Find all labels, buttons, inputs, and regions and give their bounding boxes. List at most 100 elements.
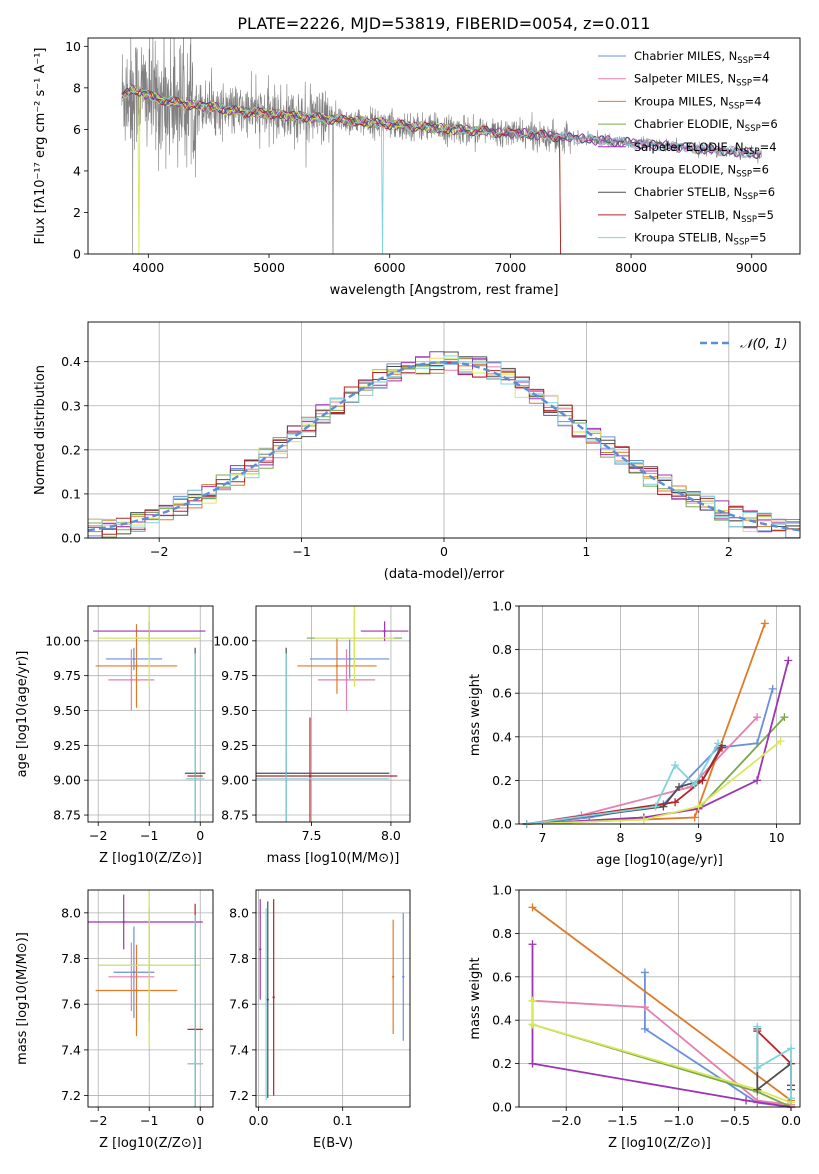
axes-residuals: −2 −1 0 1 2 0.0 0.1 0.2 0.3 0.4 (data-model)/error… <box>33 322 800 582</box>
plus-marker <box>671 798 680 807</box>
axes-frame <box>255 605 411 823</box>
legend-label: Kroupa STELIB, NSSP=5 <box>634 231 766 248</box>
x-axis-label: E(B-V) <box>313 1136 353 1151</box>
axes-frame <box>87 889 214 1108</box>
axes-frame <box>87 321 801 539</box>
x-tick-label: 0 <box>196 1113 204 1128</box>
y-tick-label: 10.00 <box>213 633 249 648</box>
y-tick-label: 7.8 <box>229 951 249 966</box>
y-tick-label: 4 <box>73 163 81 178</box>
y-axis-label: mass [log10(M/M⊙)] <box>15 932 30 1065</box>
data-point <box>132 971 136 974</box>
y-tick-label: 8.75 <box>53 808 81 823</box>
y-axis-label: Flux [fλ10⁻¹⁷ erg cm⁻² s⁻¹ A⁻¹] <box>33 48 48 245</box>
x-tick-label: 0.0 <box>781 1113 801 1128</box>
legend-label: Salpeter STELIB, NSSP=5 <box>634 208 774 225</box>
x-tick-label: −1 <box>140 828 158 843</box>
legend-subscript: SSP <box>734 238 750 248</box>
y-tick-label: 6 <box>73 122 81 137</box>
legend-rest: =6 <box>758 185 775 199</box>
x-tick-label: −2.0 <box>551 1113 581 1128</box>
plus-marker <box>780 713 789 722</box>
data-point <box>135 664 138 668</box>
weight-line-9 <box>756 1026 792 1099</box>
figure-title: PLATE=2226, MJD=53819, FIBERID=0054, z=0… <box>237 14 650 33</box>
y-tick-label: 9.75 <box>221 668 249 683</box>
legend-subscript: SSP <box>741 215 757 225</box>
plus-marker <box>753 776 762 785</box>
x-tick-label: 7000 <box>494 260 526 275</box>
plus-marker <box>528 1020 537 1029</box>
legend-subscript: SSP <box>745 124 761 134</box>
y-tick-label: 9.75 <box>53 668 81 683</box>
weight-line-6 <box>531 1000 792 1104</box>
axes-age-vs-Z: −2 −1 0 8.75 9.00 9.25 9.50 9.75 10.00 Z [log10(Z… <box>15 606 213 866</box>
plus-marker <box>753 1085 762 1094</box>
y-tick-label: 9.00 <box>221 773 249 788</box>
weight-line-4 <box>531 1000 792 1108</box>
y-tick-label: 0 <box>73 247 81 262</box>
spectrum-legend: Chabrier MILES, NSSP=4 Salpeter MILES, NS… <box>598 49 778 248</box>
weight-line-2 <box>532 999 792 1106</box>
errorbars-age-vs-Z <box>93 606 206 822</box>
y-axis-label: age [log10(age/yr)] <box>15 651 30 778</box>
y-tick-label: 8.0 <box>61 905 81 920</box>
y-tick-label: 10 <box>65 39 81 54</box>
plus-marker <box>717 743 726 752</box>
plus-marker <box>671 761 680 770</box>
normal-reference-curve <box>88 360 800 532</box>
x-tick-label: −1 <box>292 544 310 559</box>
data-point <box>383 629 386 633</box>
plus-marker <box>690 813 699 822</box>
legend-rest: =4 <box>744 94 761 108</box>
plus-marker <box>528 903 537 912</box>
x-tick-label: −1.5 <box>607 1113 637 1128</box>
x-axis-label: wavelength [Angstrom, rest frame] <box>330 283 559 298</box>
plus-marker <box>714 739 723 748</box>
y-tick-label: 8 <box>73 80 81 95</box>
x-tick-label: 4000 <box>132 260 164 275</box>
legend-label: Salpeter ELODIE, NSSP=4 <box>634 140 777 157</box>
legend-subscript: SSP <box>729 101 745 111</box>
axes-spectrum: 4000 5000 6000 7000 8000 9000 0 2 4 6 8 10 wavelengt… <box>33 39 768 298</box>
y-tick-label: 7.8 <box>61 951 81 966</box>
y-tick-label: 7.4 <box>229 1042 249 1057</box>
y-tick-label: 7.2 <box>61 1088 81 1103</box>
x-axis-label: (data-model)/error <box>384 567 505 582</box>
plus-marker <box>768 684 777 693</box>
errorbars-mass-vs-EBV <box>259 899 405 1101</box>
plus-marker <box>640 1003 649 1012</box>
plus-marker <box>639 815 648 824</box>
axes-frame <box>255 889 411 1108</box>
legend-label: Kroupa ELODIE, NSSP=6 <box>634 163 769 180</box>
legend-subscript: SSP <box>742 192 758 202</box>
model-line-5 <box>121 84 761 158</box>
axes-frame <box>518 605 801 825</box>
legend-subscript: SSP <box>744 147 760 157</box>
legend-rest: =5 <box>749 231 766 245</box>
plus-marker <box>784 656 793 665</box>
y-tick-label: 0.2 <box>492 1056 512 1071</box>
y-tick-label: 0.2 <box>492 773 512 788</box>
legend-rest: =5 <box>757 208 774 222</box>
legend-label: Chabrier MILES, NSSP=4 <box>634 49 770 66</box>
y-axis-label: mass weight <box>468 674 483 756</box>
axes-massweight-vs-Z: −2.0 −1.5 −1.0 −0.5 0.0 0.0 0.2 0.4 0.6 0.8 1.0 Z [… <box>468 883 801 1152</box>
data-point <box>132 657 136 661</box>
lines-massweight-vs-Z <box>528 903 796 1111</box>
data-point <box>122 920 125 924</box>
plus-marker <box>787 1094 796 1103</box>
axes-frame <box>518 889 801 1108</box>
plus-marker <box>698 776 707 785</box>
y-tick-label: 0.4 <box>61 354 81 369</box>
weight-line-3 <box>531 906 792 1107</box>
y-tick-label: 0.8 <box>492 926 512 941</box>
legend-rest: =6 <box>761 117 778 131</box>
plus-marker <box>787 1044 796 1053</box>
x-tick-label: 2 <box>725 544 733 559</box>
y-tick-label: 8.75 <box>221 808 249 823</box>
legend-label: Chabrier ELODIE, NSSP=6 <box>634 117 778 134</box>
y-tick-label: 7.2 <box>229 1088 249 1103</box>
legend-rest: =4 <box>752 72 769 86</box>
